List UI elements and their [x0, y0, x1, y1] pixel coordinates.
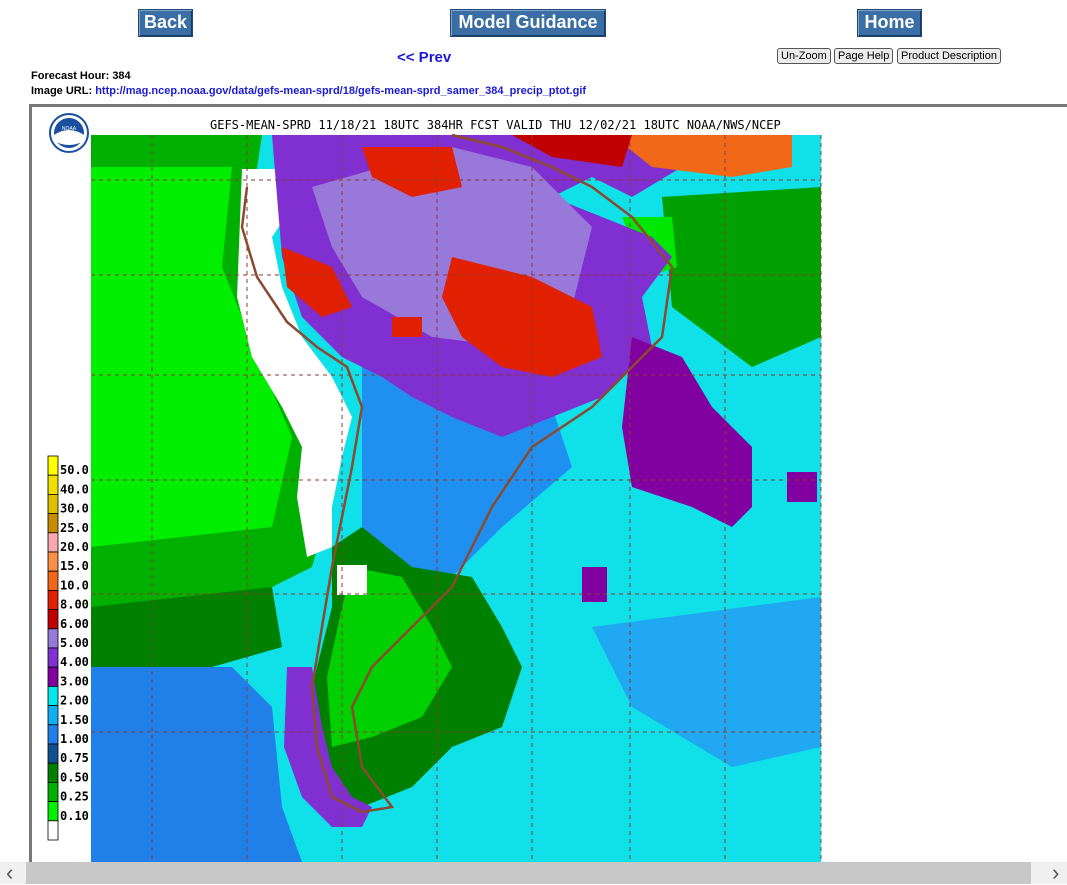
scroll-left-icon[interactable]: ‹ [6, 860, 14, 885]
legend-swatch [47, 724, 59, 745]
scroll-right-icon[interactable]: › [1052, 860, 1060, 885]
legend-label: 0.25 [60, 790, 89, 804]
legend-label: 0.10 [60, 809, 89, 823]
unzoom-button[interactable]: Un-Zoom [777, 48, 831, 64]
legend-swatch [47, 647, 59, 668]
legend-swatch [47, 474, 59, 495]
legend-label: 0.50 [60, 770, 89, 784]
precip-map[interactable]: NOAA GEFS-MEAN-SPRD 11/18/21 18UTC 384HR… [32, 107, 1067, 862]
forecast-hour-value: 384 [112, 70, 131, 82]
legend-swatch [47, 743, 59, 764]
legend-label: 5.00 [60, 636, 89, 650]
prev-link[interactable]: << Prev [397, 49, 452, 66]
legend-swatch [47, 609, 59, 630]
legend-swatch [47, 782, 59, 803]
legend-swatch [47, 493, 59, 514]
legend-label: 6.00 [60, 617, 89, 631]
legend-label: 1.00 [60, 732, 89, 746]
legend-swatch [47, 801, 59, 822]
forecast-hour: Forecast Hour: 384 [31, 70, 131, 82]
legend-label: 2.00 [60, 694, 89, 708]
legend-swatch [47, 820, 59, 841]
scrollbar-thumb[interactable] [26, 862, 1031, 884]
legend-swatch [47, 705, 59, 726]
legend-label: 8.00 [60, 598, 89, 612]
dry-zone [237, 169, 352, 557]
legend-label: 25.0 [60, 521, 89, 535]
image-url-link[interactable]: http://mag.ncep.noaa.gov/data/gefs-mean-… [95, 85, 587, 97]
legend-swatch [47, 666, 59, 687]
legend-swatch [47, 628, 59, 649]
image-url-label: Image URL: [31, 85, 93, 97]
product-description-button[interactable]: Product Description [897, 48, 1001, 64]
legend-swatch [47, 513, 59, 534]
svg-text:NOAA: NOAA [62, 126, 77, 132]
legend-label: 0.75 [60, 751, 89, 765]
legend-label: 20.0 [60, 540, 89, 554]
legend-label: 3.00 [60, 674, 89, 688]
legend-label: 4.00 [60, 655, 89, 669]
graticule [91, 135, 822, 862]
atlantic-green [662, 187, 821, 367]
legend-swatch [47, 686, 59, 707]
legend: 50.0 40.0 30.0 25.0 20.0 15.0 10.0 8.00 6.00 5.00… [47, 455, 89, 841]
legend-swatch [47, 762, 59, 783]
legend-swatch [47, 455, 59, 476]
map-title: GEFS-MEAN-SPRD 11/18/21 18UTC 384HR FCST… [210, 118, 781, 132]
legend-swatch [47, 551, 59, 572]
home-button[interactable]: Home [857, 9, 922, 37]
legend-swatch [47, 570, 59, 591]
legend-label: 30.0 [60, 502, 89, 516]
legend-swatch [47, 532, 59, 553]
legend-swatch [47, 589, 59, 610]
legend-label: 10.0 [60, 578, 89, 592]
legend-label: 50.0 [60, 463, 89, 477]
coastline [240, 133, 674, 814]
legend-label: 1.50 [60, 713, 89, 727]
noaa-logo-icon: NOAA [49, 113, 89, 153]
model-guidance-button[interactable]: Model Guidance [450, 9, 606, 37]
image-url: Image URL: http://mag.ncep.noaa.gov/data… [31, 85, 586, 97]
forecast-hour-label: Forecast Hour: [31, 70, 110, 82]
back-button[interactable]: Back [138, 9, 193, 37]
legend-label: 15.0 [60, 559, 89, 573]
page-help-button[interactable]: Page Help [834, 48, 894, 64]
legend-label: 40.0 [60, 482, 89, 496]
heavy-rain-core [442, 257, 602, 377]
